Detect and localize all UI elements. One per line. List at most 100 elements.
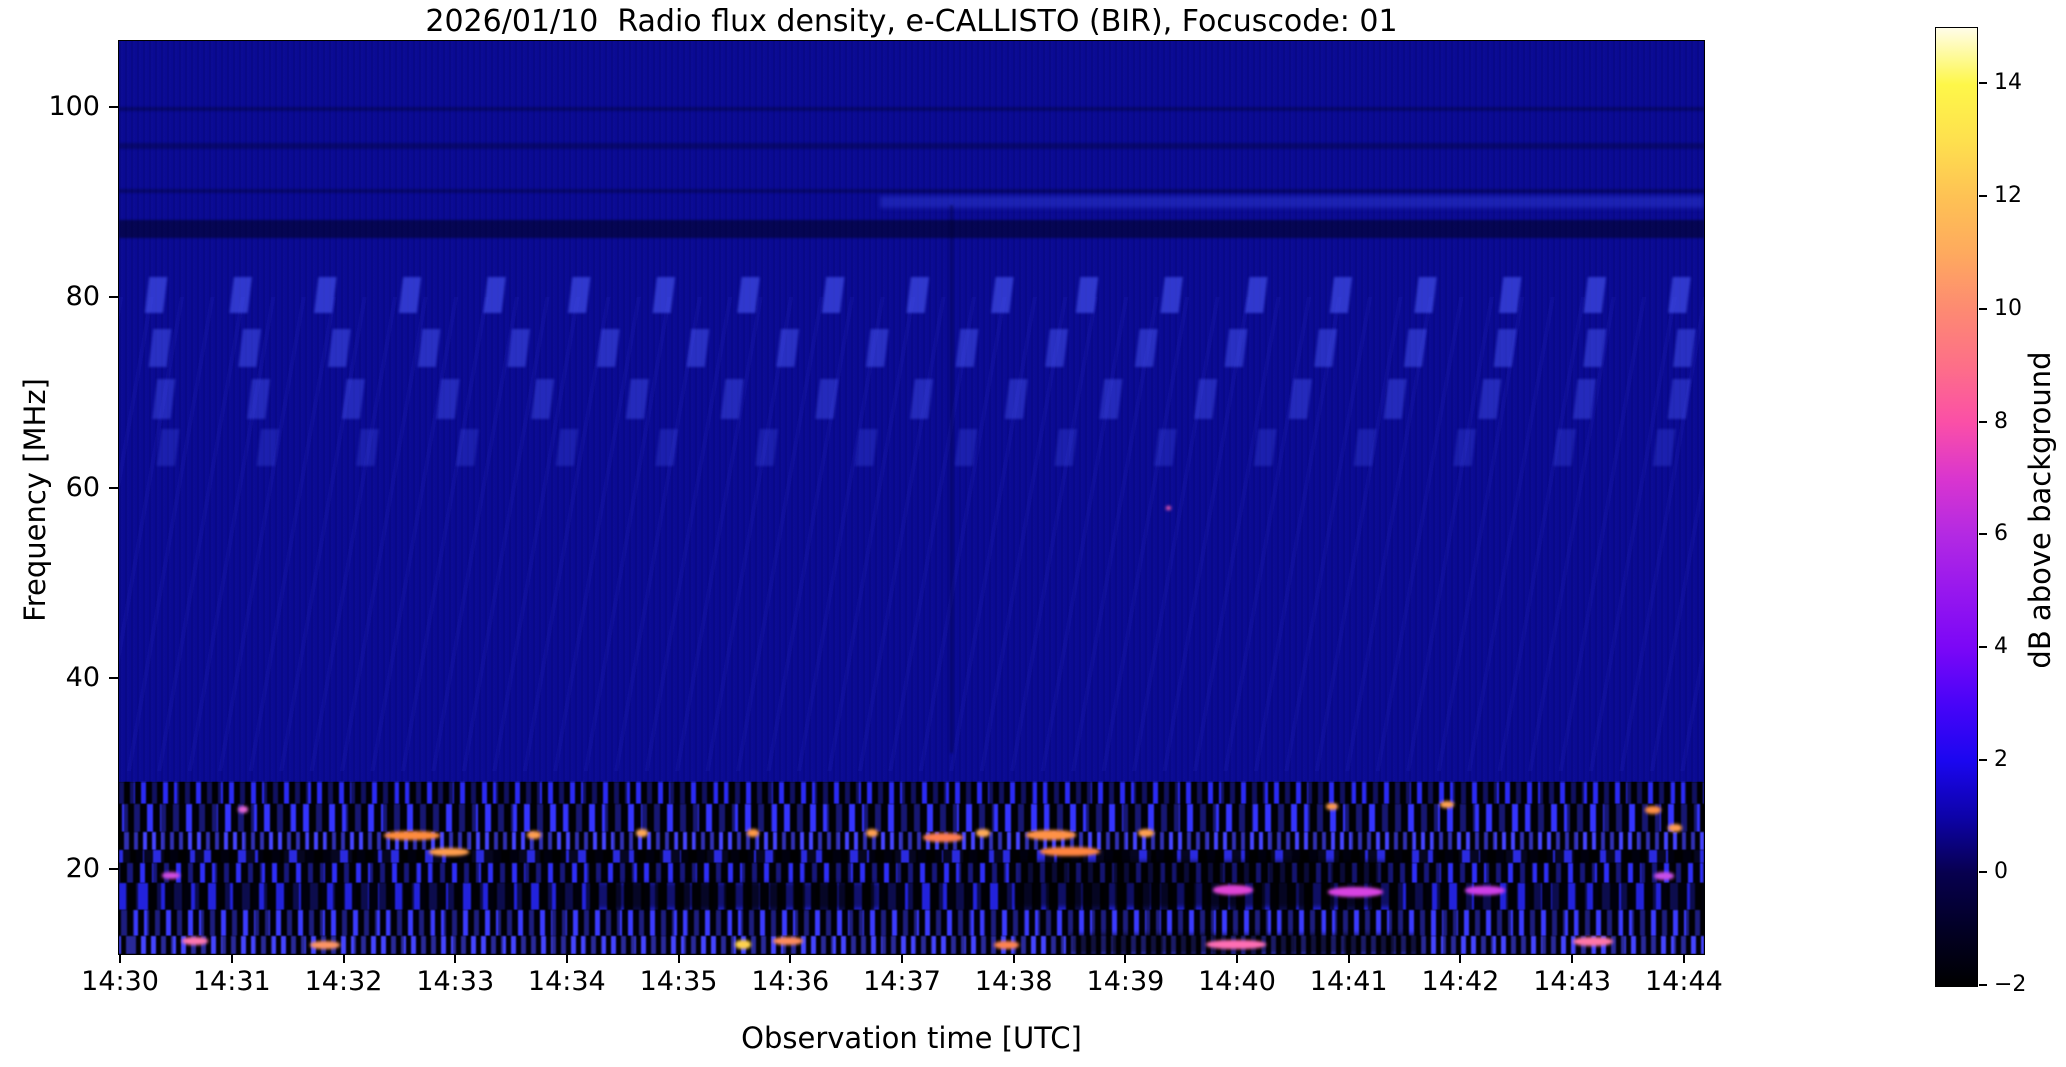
x-tick-label: 14:35 <box>639 966 718 997</box>
dark-interference-lane <box>119 188 1704 194</box>
burst-hot-spot <box>1573 936 1614 946</box>
burst-hot-spot <box>310 940 341 949</box>
x-tick-mark <box>1459 955 1462 963</box>
diagonal-streak-band <box>119 276 1704 314</box>
burst-hot-spot <box>994 940 1020 949</box>
burst-hot-spot <box>1668 824 1683 832</box>
x-tick-mark <box>1124 955 1127 963</box>
colorbar-tick-mark <box>1979 420 1987 423</box>
x-tick-label: 14:31 <box>192 966 271 997</box>
x-tick-label: 14:39 <box>1086 966 1165 997</box>
interference-speckle-row <box>119 935 1704 954</box>
x-tick-mark <box>565 955 568 963</box>
burst-hot-spot <box>1325 802 1338 810</box>
burst-hot-spot <box>865 829 878 838</box>
burst-hot-spot <box>1165 506 1171 511</box>
colorbar-tick-label: 14 <box>1994 70 2022 96</box>
burst-hot-spot <box>1025 830 1076 841</box>
colorbar-tick-mark <box>1979 307 1987 310</box>
colorbar-tick-mark <box>1979 758 1987 761</box>
colorbar <box>1935 27 1978 987</box>
x-tick-label: 14:33 <box>416 966 495 997</box>
colorbar-tick-mark <box>1979 533 1987 536</box>
x-tick-label: 14:30 <box>81 966 159 997</box>
x-tick-label: 14:36 <box>751 966 830 997</box>
burst-hot-spot <box>1645 805 1662 814</box>
dark-interference-lane <box>119 106 1704 112</box>
burst-hot-spot <box>1213 885 1254 896</box>
burst-hot-spot <box>636 829 649 838</box>
colorbar-tick-mark <box>1979 645 1987 648</box>
dark-interference-lane <box>119 143 1704 149</box>
interference-shade <box>594 882 880 909</box>
x-tick-label: 14:40 <box>1198 966 1276 997</box>
burst-hot-spot <box>1138 829 1155 838</box>
dark-interference-lane <box>119 219 1704 239</box>
burst-hot-spot <box>1040 847 1100 857</box>
burst-hot-spot <box>923 832 964 842</box>
burst-hot-spot <box>1440 800 1455 808</box>
x-tick-mark <box>1347 955 1350 963</box>
interference-speckle-row <box>119 782 1704 805</box>
burst-hot-spot <box>428 847 469 856</box>
x-tick-label: 14:43 <box>1533 966 1612 997</box>
colorbar-tick-mark <box>1979 984 1987 986</box>
x-tick-label: 14:42 <box>1421 966 1500 997</box>
vertical-seam <box>949 205 953 754</box>
x-tick-label: 14:34 <box>527 966 606 997</box>
diagonal-streak-band <box>119 429 1704 466</box>
interference-speckle-row <box>119 804 1704 832</box>
y-tick-label: 40 <box>65 662 100 694</box>
burst-hot-spot <box>735 940 752 950</box>
x-axis-label: Observation time [UTC] <box>741 1021 1082 1055</box>
colorbar-tick-mark <box>1979 82 1987 85</box>
x-tick-label: 14:41 <box>1309 966 1388 997</box>
x-tick-mark <box>1682 955 1685 963</box>
burst-hot-spot <box>162 871 181 879</box>
colorbar-tick-mark <box>1979 195 1987 198</box>
chart-title: 2026/01/10 Radio flux density, e-CALLIST… <box>425 4 1398 39</box>
colorbar-tick-label: 12 <box>1994 183 2022 209</box>
burst-hot-spot <box>747 829 759 838</box>
x-tick-mark <box>789 955 792 963</box>
x-tick-mark <box>677 955 680 963</box>
burst-hot-spot <box>975 829 990 838</box>
x-tick-mark <box>1012 955 1015 963</box>
x-tick-mark <box>119 955 122 963</box>
diagonal-streak-band <box>119 328 1704 367</box>
x-tick-label: 14:37 <box>863 966 941 997</box>
x-tick-label: 14:32 <box>304 966 383 997</box>
burst-hot-spot <box>1206 940 1267 950</box>
colorbar-tick-label: 2 <box>1994 746 2008 772</box>
x-tick-mark <box>230 955 233 963</box>
burst-hot-spot <box>384 830 441 840</box>
burst-hot-spot <box>1327 886 1383 897</box>
x-tick-mark <box>342 955 345 963</box>
y-tick-mark <box>109 296 118 299</box>
interference-speckle-row <box>119 831 1704 850</box>
colorbar-tick-label: −2 <box>1994 972 2027 997</box>
colorbar-tick-label: 4 <box>1994 633 2008 659</box>
burst-hot-spot <box>772 937 803 946</box>
y-tick-label: 60 <box>65 471 100 503</box>
y-axis-label: Frequency [MHz] <box>18 378 52 622</box>
y-tick-label: 80 <box>65 281 100 313</box>
x-tick-mark <box>1235 955 1238 963</box>
burst-hot-spot <box>527 831 542 840</box>
burst-hot-spot <box>1465 885 1506 895</box>
light-wisp <box>879 196 1704 209</box>
y-tick-mark <box>109 105 118 108</box>
colorbar-tick-mark <box>1979 871 1987 874</box>
colorbar-tick-label: 0 <box>1994 859 2008 885</box>
interference-speckle-row <box>119 862 1704 883</box>
spectrogram-plot-area <box>118 40 1705 955</box>
y-tick-label: 20 <box>65 852 100 884</box>
burst-hot-spot <box>182 937 209 946</box>
diagonal-ripple-texture <box>119 296 1704 772</box>
x-tick-mark <box>900 955 903 963</box>
x-tick-mark <box>454 955 457 963</box>
colorbar-tick-label: 6 <box>1994 521 2008 547</box>
x-tick-mark <box>1571 955 1574 963</box>
interference-speckle-row <box>119 910 1704 936</box>
